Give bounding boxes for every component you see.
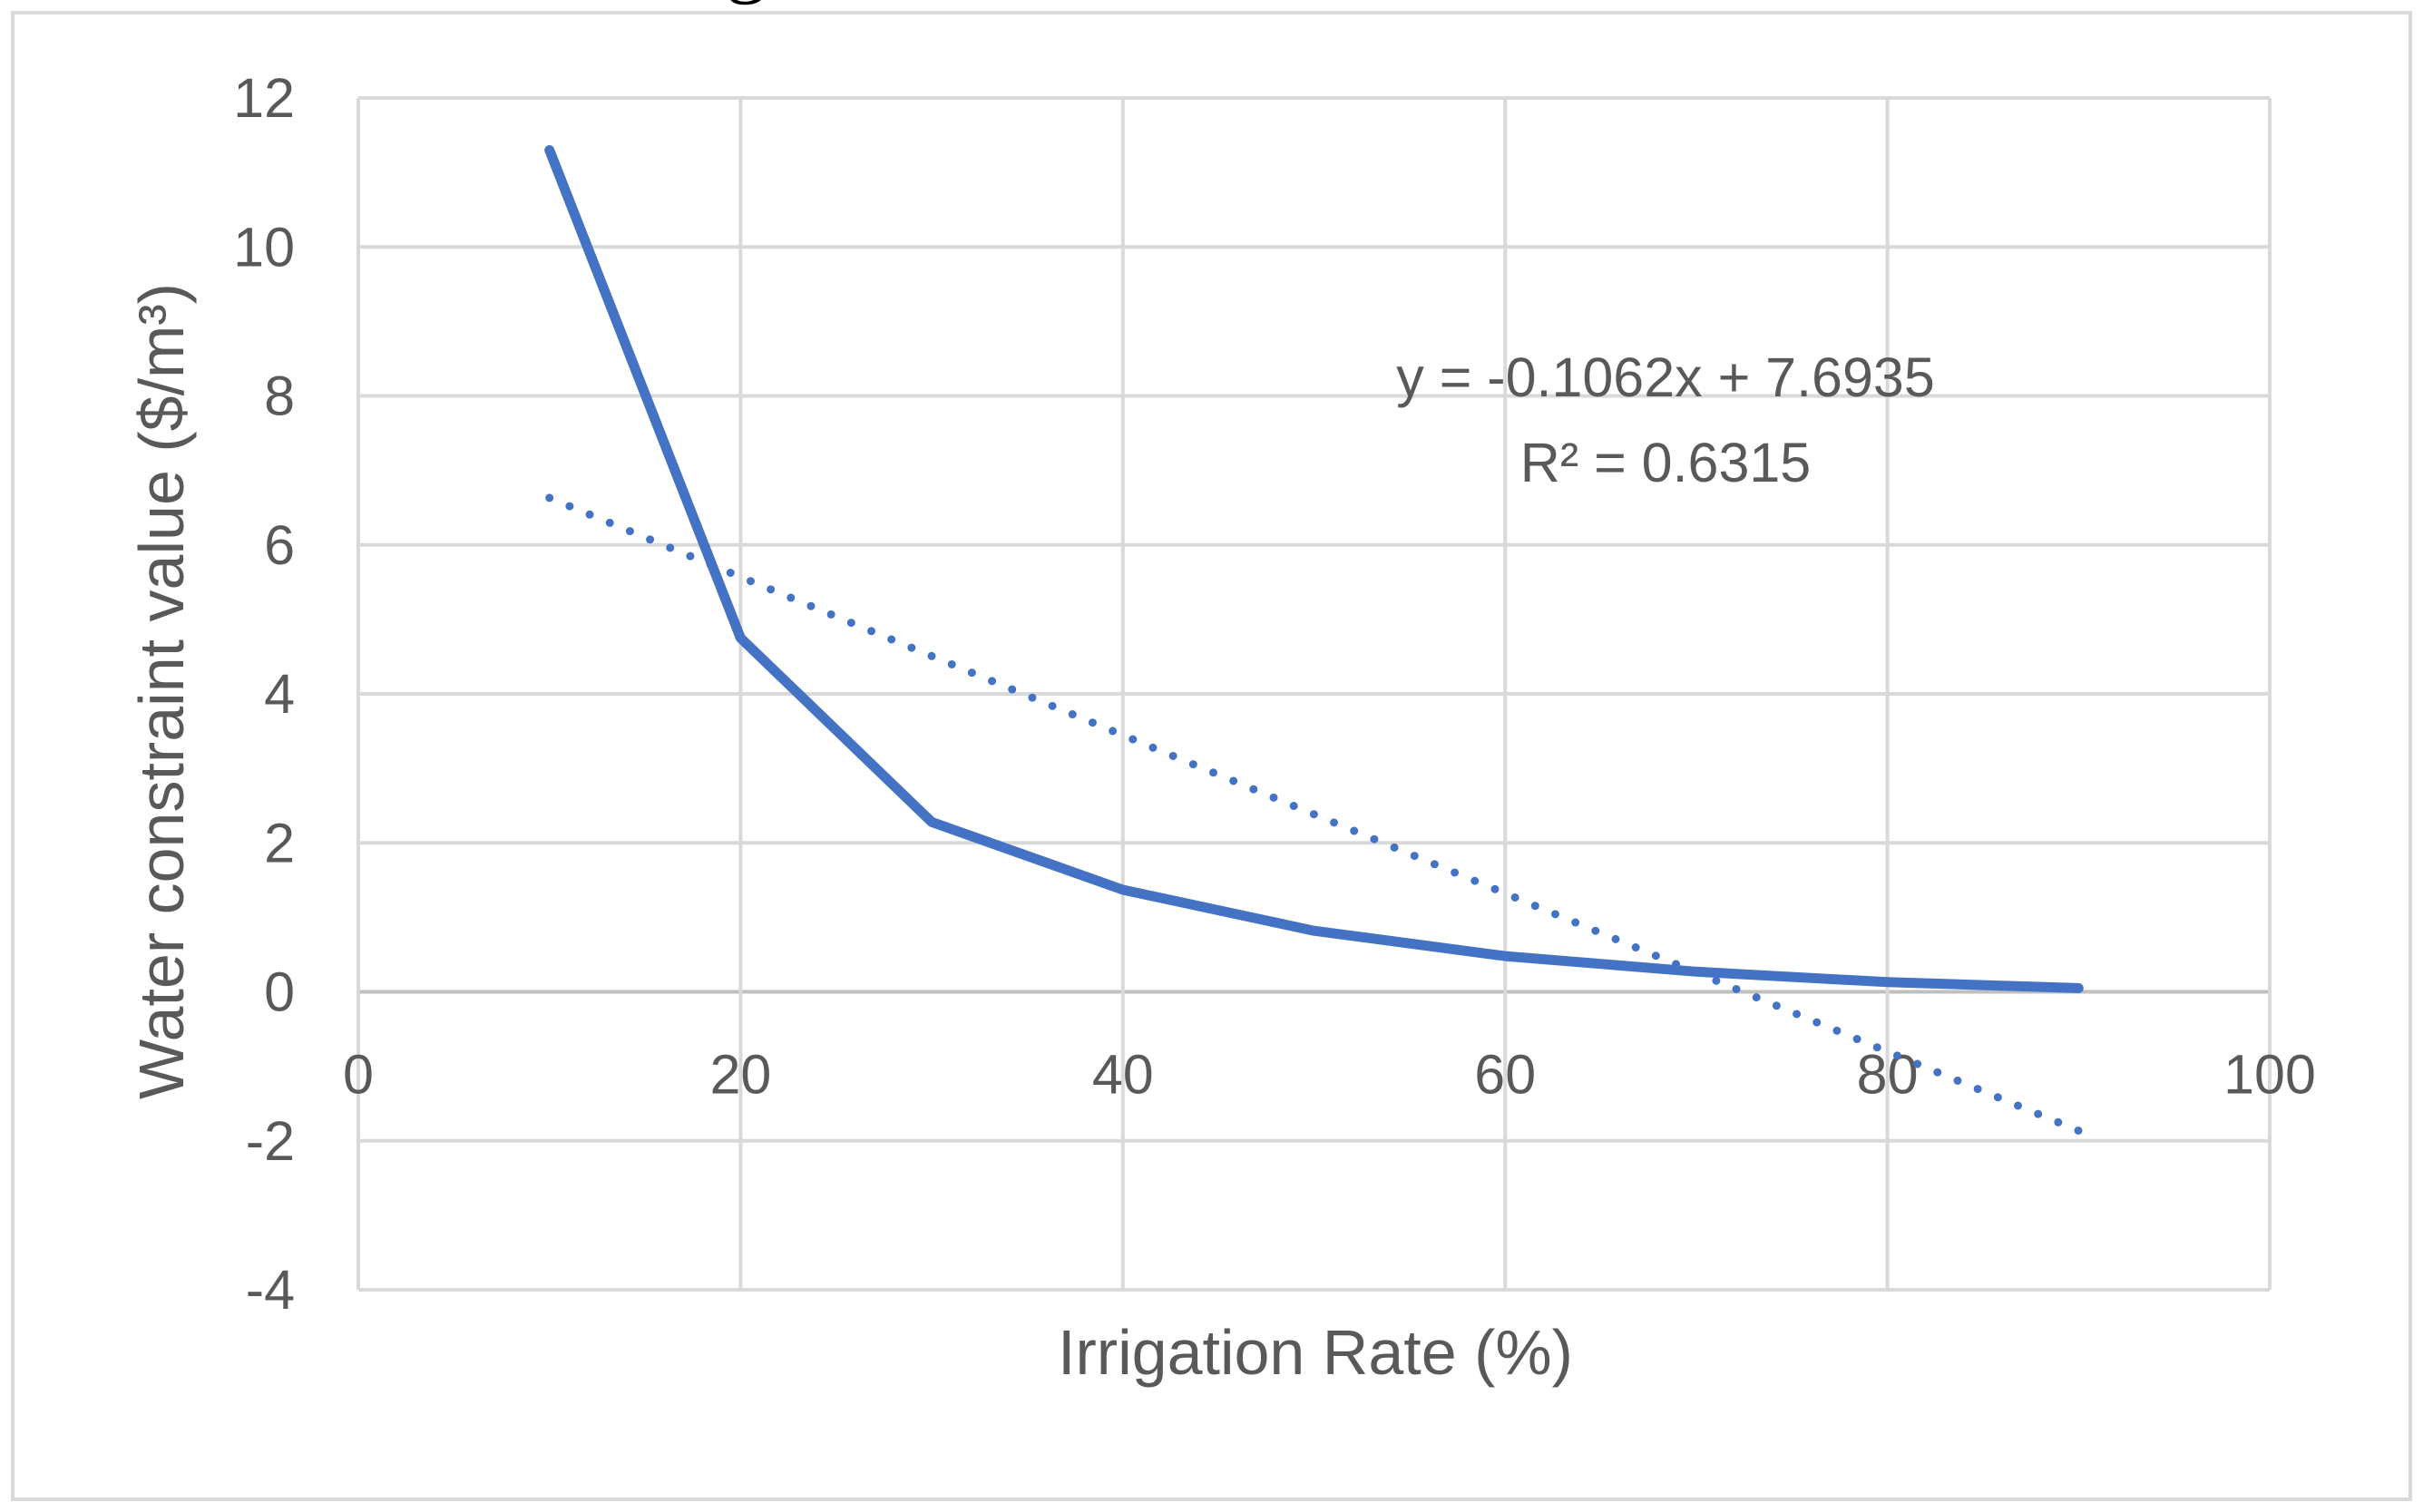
chart-frame (11, 11, 2412, 1501)
y-tick-label: -2 (246, 1110, 295, 1172)
data-point (549, 149, 551, 151)
trendline-r-squared: R² = 0.6315 (1520, 432, 1811, 493)
data-point (1314, 930, 1315, 932)
y-tick-label: 12 (233, 67, 295, 129)
data-point (1122, 889, 1124, 891)
y-tick-label: 0 (264, 961, 295, 1023)
y-tick-label: 4 (264, 663, 295, 725)
chart-title-fragment: g (726, 0, 767, 5)
x-tick-label: 20 (709, 1044, 771, 1106)
x-axis-title: Irrigation Rate (%) (1058, 1317, 1573, 1388)
data-point (931, 821, 933, 823)
trendline-equation: y = -0.1062x + 7.6935 (1396, 346, 1935, 408)
x-tick-label: 0 (343, 1044, 374, 1106)
x-tick-label: 80 (1857, 1044, 1919, 1106)
data-point (2077, 987, 2079, 989)
x-tick-label: 40 (1092, 1044, 1154, 1106)
data-series-line (544, 145, 2084, 993)
data-point (739, 637, 741, 639)
grid-layer (357, 96, 2272, 1292)
series-layer (544, 145, 2084, 1136)
y-axis-title: Water constraint value ($/m³) (126, 283, 197, 1099)
data-point (1887, 981, 1889, 983)
x-tick-label: 100 (2223, 1044, 2316, 1106)
y-tick-label: 6 (264, 514, 295, 576)
y-tick-label: 8 (264, 366, 295, 427)
x-tick-label: 60 (1474, 1044, 1536, 1106)
data-point (1504, 955, 1506, 957)
y-tick-label: 10 (233, 216, 295, 278)
trendline-series (545, 493, 2083, 1136)
y-tick-label: -4 (246, 1259, 295, 1321)
y-tick-label: 2 (264, 812, 295, 873)
tick-label-layer: -4 -2 0 2 4 6 8 10 12 0 20 40 60 80 100 (233, 67, 2316, 1321)
